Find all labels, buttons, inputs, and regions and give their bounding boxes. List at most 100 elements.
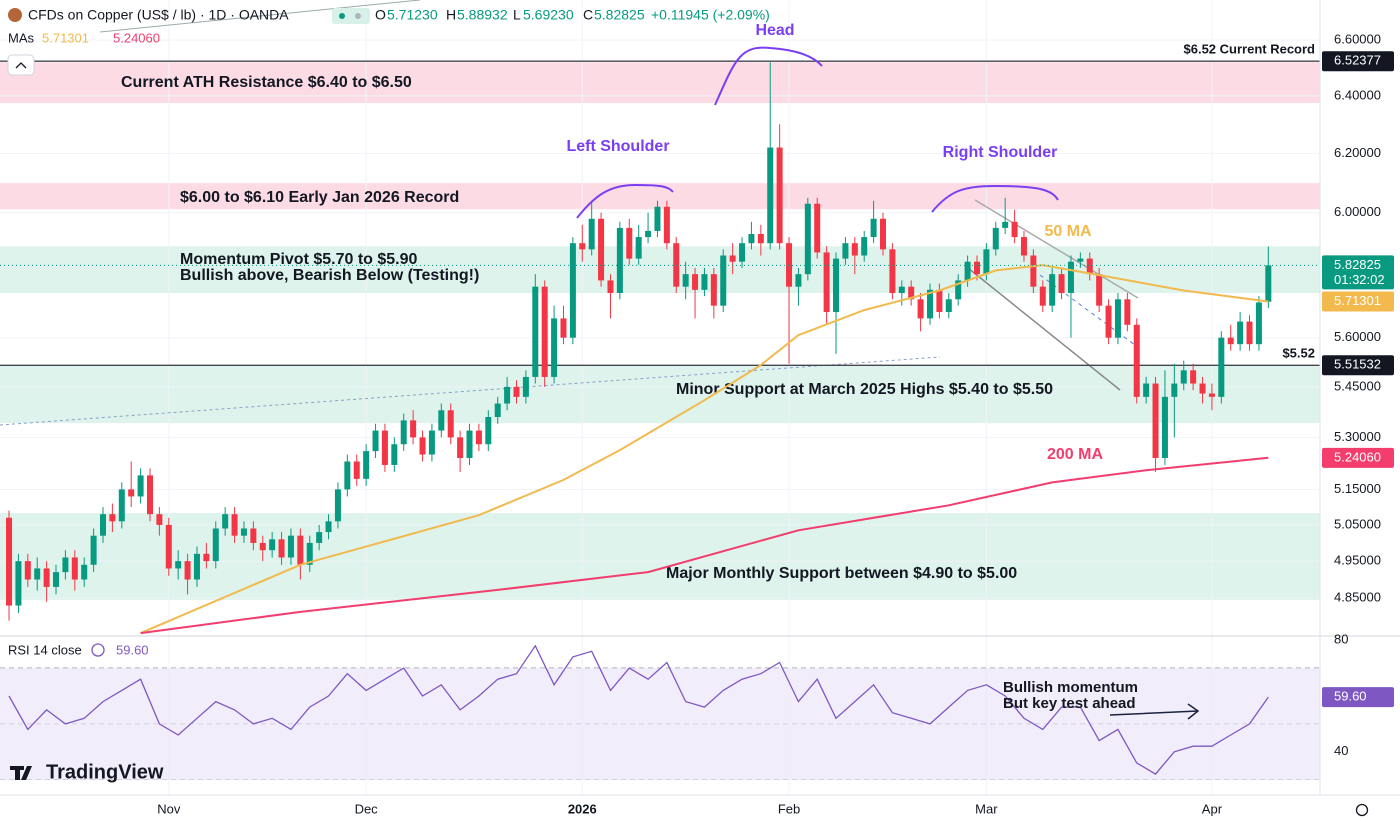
ma-value: 5.71301 xyxy=(42,30,89,45)
candle-body xyxy=(729,255,736,262)
candle-body xyxy=(6,517,13,606)
candle-body xyxy=(945,299,952,313)
price-tag-label: 5.71301 xyxy=(1334,293,1381,308)
ma-label: 200 MA xyxy=(1047,446,1103,463)
x-tick-label: Mar xyxy=(975,801,998,816)
candle-body xyxy=(438,410,445,431)
candle-body xyxy=(1246,321,1253,345)
candle-body xyxy=(372,430,379,452)
candle-body xyxy=(240,528,247,536)
candle-body xyxy=(1124,299,1131,325)
price-tag xyxy=(1322,447,1394,468)
candle-body xyxy=(1255,302,1262,345)
price-tag-label: 5.24060 xyxy=(1334,449,1381,464)
zone-label: Bullish above, Bearish Below (Testing!) xyxy=(180,267,479,284)
candle-body xyxy=(231,514,238,536)
shoulder-arc xyxy=(576,183,674,219)
candle-body xyxy=(814,203,821,253)
y-tick-label: 6.20000 xyxy=(1334,145,1381,160)
ma-line xyxy=(140,456,1269,635)
rsi-title: RSI 14 close xyxy=(8,642,82,657)
candle-body xyxy=(193,553,200,580)
level-label: $5.52 xyxy=(1282,346,1315,361)
y-tick-label: 6.60000 xyxy=(1334,32,1381,47)
candle-body xyxy=(90,535,97,565)
x-tick-label: Apr xyxy=(1202,801,1223,816)
candle-body xyxy=(898,286,905,293)
candle-body xyxy=(1058,274,1065,293)
trendline xyxy=(0,356,941,426)
candle-body xyxy=(682,274,689,287)
ohlc-label: H xyxy=(446,7,456,23)
candle-body xyxy=(71,557,78,580)
candle-body xyxy=(1218,337,1225,397)
candle-body xyxy=(222,514,229,529)
ma-label: 50 MA xyxy=(1044,223,1092,240)
price-tag xyxy=(1322,355,1394,376)
collapse-button[interactable] xyxy=(7,54,35,76)
candle-body xyxy=(926,289,933,319)
candle-body xyxy=(955,280,962,300)
candle-body xyxy=(692,274,699,290)
y-tick-label: 5.15000 xyxy=(1334,481,1381,496)
candle-body xyxy=(34,568,41,580)
candle-body xyxy=(532,286,539,377)
candle-body xyxy=(165,524,172,569)
candle-body xyxy=(917,299,924,319)
candle-body xyxy=(250,528,257,543)
candle-body xyxy=(156,514,163,525)
candle-body xyxy=(316,532,323,543)
head-arc xyxy=(714,46,823,106)
ohlc-label: L xyxy=(513,7,521,23)
candle-body xyxy=(137,475,144,497)
candle-body xyxy=(118,489,125,522)
candle-body xyxy=(485,417,492,445)
candle-body xyxy=(616,227,623,293)
trendline xyxy=(99,0,421,33)
candle-body xyxy=(842,243,849,259)
candle-body xyxy=(1077,258,1084,262)
ohlc-value: 5.88932 xyxy=(457,7,508,23)
candle-body xyxy=(579,243,586,250)
candle-body xyxy=(494,403,501,418)
candle-body xyxy=(203,553,210,562)
candle-body xyxy=(551,318,558,377)
rsi-tag-label: 59.60 xyxy=(1334,689,1367,704)
candle-body xyxy=(287,535,294,558)
candle-body xyxy=(381,430,388,465)
candle-body xyxy=(1199,383,1206,394)
ohlc-value: 5.69230 xyxy=(523,7,574,23)
status-pill xyxy=(332,8,370,24)
zone xyxy=(0,183,1320,210)
candle-body xyxy=(851,243,858,256)
candle-body xyxy=(588,218,595,250)
rsi-tick-label: 40 xyxy=(1334,743,1348,758)
price-tag xyxy=(1322,255,1394,290)
candle-body xyxy=(419,437,426,455)
zone-label: $6.00 to $6.10 Early Jan 2026 Record xyxy=(180,189,459,206)
candle-body xyxy=(391,444,398,465)
candle-body xyxy=(184,561,191,580)
settings-icon[interactable] xyxy=(1355,803,1369,817)
annotation: Right Shoulder xyxy=(943,144,1058,161)
candle-body xyxy=(908,286,915,300)
candle-body xyxy=(428,430,435,455)
candle-body xyxy=(1190,370,1197,384)
candle-body xyxy=(344,461,351,490)
candle-body xyxy=(175,561,182,569)
logo-icon xyxy=(10,766,32,780)
zone-label: Momentum Pivot $5.70 to $5.90 xyxy=(180,251,418,268)
candle-body xyxy=(1096,274,1103,306)
candle-body xyxy=(739,243,746,262)
candle-body xyxy=(1180,370,1187,384)
level-label: $6.52 Current Record xyxy=(1184,42,1316,57)
price-tag-label: 6.52377 xyxy=(1334,53,1381,68)
price-tag xyxy=(1322,51,1394,72)
candle-body xyxy=(889,249,896,293)
x-tick-label: Nov xyxy=(157,801,181,816)
rsi-tick-label: 80 xyxy=(1334,632,1348,647)
candle-body xyxy=(400,420,407,445)
candle-body xyxy=(973,261,980,275)
candle-body xyxy=(353,461,360,479)
